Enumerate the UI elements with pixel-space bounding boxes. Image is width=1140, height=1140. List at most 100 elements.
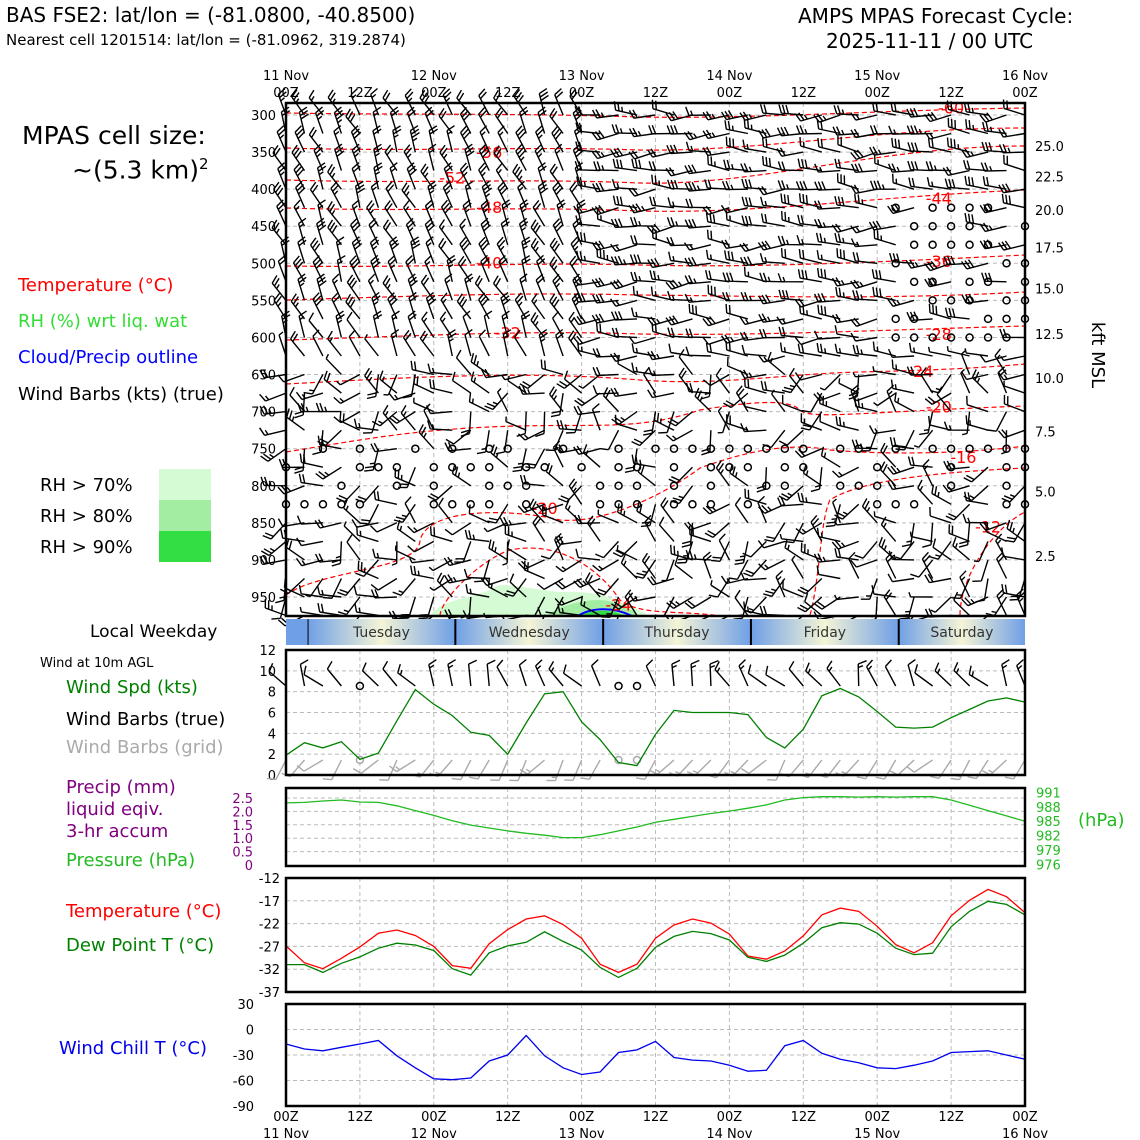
- surface-wind-barb: [1016, 659, 1026, 687]
- upper-wind-barb: [861, 498, 878, 524]
- upper-wind-barb: [964, 491, 989, 505]
- upper-wind-barb: [685, 106, 711, 116]
- upper-wind-barb: [649, 196, 675, 209]
- upper-wind-barb: [401, 182, 416, 209]
- upper-wind-barb: [741, 178, 767, 190]
- upper-wind-barb: [928, 346, 952, 357]
- grid-wind-barb: [668, 759, 694, 777]
- upper-wind-barb: [568, 311, 583, 338]
- upper-wind-barb: [725, 303, 749, 320]
- cell-size-exponent: 2: [199, 155, 209, 173]
- upper-wind-barb-calm: [355, 462, 365, 472]
- upper-wind-barb: [390, 329, 400, 357]
- rh-legend-80: RH > 80%: [40, 506, 133, 527]
- upper-wind-barb: [424, 106, 435, 134]
- top-hour-label: 00Z: [864, 86, 890, 101]
- upper-wind-barb-calm: [965, 277, 974, 287]
- upper-wind-barb: [290, 330, 306, 357]
- upper-wind-barb: [410, 236, 421, 264]
- upper-wind-barb: [739, 256, 767, 267]
- upper-wind-barb: [316, 585, 342, 598]
- upper-wind-barb: [591, 277, 619, 288]
- windchill-tick: -90: [233, 1100, 254, 1115]
- upper-wind-barb: [442, 88, 453, 116]
- upper-wind-barb: [999, 328, 1026, 339]
- weekday-label: Thursday: [643, 625, 709, 641]
- upper-wind-barb: [702, 111, 730, 121]
- upper-wind-barb: [927, 138, 952, 153]
- upper-wind-barb: [456, 293, 472, 320]
- upper-wind-barb: [470, 371, 490, 394]
- upper-wind-barb: [929, 506, 952, 524]
- upper-wind-barb: [592, 182, 619, 193]
- upper-wind-barb: [370, 522, 398, 533]
- upper-wind-barb: [260, 476, 287, 487]
- upper-wind-barb: [322, 578, 343, 599]
- upper-wind-barb: [758, 559, 786, 571]
- bottom-hour-label: 00Z: [421, 1110, 447, 1125]
- upper-wind-barb: [592, 293, 619, 304]
- top-hour-label: 12Z: [938, 86, 964, 101]
- surface-wind-barb: [268, 662, 287, 687]
- upper-wind-barb: [333, 392, 361, 405]
- upper-wind-barb-calm: [355, 444, 365, 453]
- upper-wind-barb: [571, 292, 583, 320]
- surface-wind-barb: [518, 658, 527, 687]
- upper-wind-barb: [762, 429, 786, 449]
- dewpoint-label: Dew Point T (°C): [66, 935, 215, 956]
- upper-wind-barb: [757, 540, 786, 549]
- upper-wind-barb: [834, 325, 859, 339]
- upper-wind-barb: [924, 260, 952, 272]
- upper-wind-barb: [616, 545, 638, 561]
- top-date-label: 13 Nov: [559, 69, 605, 84]
- upper-wind-barb: [620, 554, 638, 579]
- surface-wind-barb: [299, 659, 309, 687]
- upper-wind-barb: [666, 144, 693, 155]
- upper-wind-barb: [777, 161, 804, 172]
- upper-wind-barb: [678, 349, 694, 375]
- upper-wind-barb: [952, 537, 971, 561]
- upper-wind-barb: [346, 534, 361, 561]
- upper-wind-barb: [834, 343, 859, 357]
- upper-wind-barb: [632, 285, 656, 302]
- precip-tick: 0: [245, 859, 253, 874]
- upper-wind-barb: [1001, 547, 1026, 561]
- upper-wind-barb: [743, 377, 767, 394]
- upper-wind-barb: [816, 119, 841, 135]
- upper-wind-barb: [817, 267, 841, 283]
- upper-wind-barb: [396, 519, 416, 542]
- upper-wind-barb-calm: [965, 203, 974, 212]
- upper-wind-barb: [850, 225, 878, 234]
- upper-wind-barb: [346, 274, 361, 301]
- upper-wind-barb: [777, 273, 804, 283]
- upper-wind-barb: [478, 88, 490, 116]
- upper-wind-barb: [574, 514, 601, 525]
- upper-wind-barb: [336, 485, 361, 503]
- upper-wind-barb: [549, 293, 564, 320]
- upper-wind-barb: [813, 553, 841, 563]
- upper-wind-barb: [299, 453, 324, 468]
- upper-wind-barb: [795, 180, 822, 191]
- upper-wind-barb-calm: [946, 240, 956, 250]
- upper-wind-barb: [920, 366, 934, 394]
- upper-wind-barb: [402, 329, 416, 357]
- upper-wind-barb: [552, 273, 564, 301]
- upper-wind-barb: [478, 236, 490, 264]
- upper-wind-barb: [335, 310, 345, 338]
- upper-wind-barb: [295, 180, 306, 208]
- upper-wind-barb: [495, 162, 509, 190]
- upper-wind-barb: [889, 252, 915, 264]
- bottom-hour-label: 12Z: [643, 1110, 669, 1125]
- upper-wind-barb: [1003, 380, 1026, 394]
- upper-wind-barb: [351, 519, 379, 528]
- upper-wind-barb: [800, 542, 823, 561]
- upper-wind-barb: [372, 310, 383, 338]
- rh-legend-90: RH > 90%: [40, 537, 133, 558]
- upper-wind-barb: [556, 199, 566, 227]
- isotherm-label: -28: [926, 325, 952, 344]
- upper-wind-barb: [964, 175, 989, 190]
- upper-wind-barb: [998, 128, 1026, 138]
- upper-wind-barb: [734, 496, 749, 524]
- pressure-label: Pressure (hPa): [66, 850, 196, 871]
- upper-wind-barb: [998, 372, 1026, 381]
